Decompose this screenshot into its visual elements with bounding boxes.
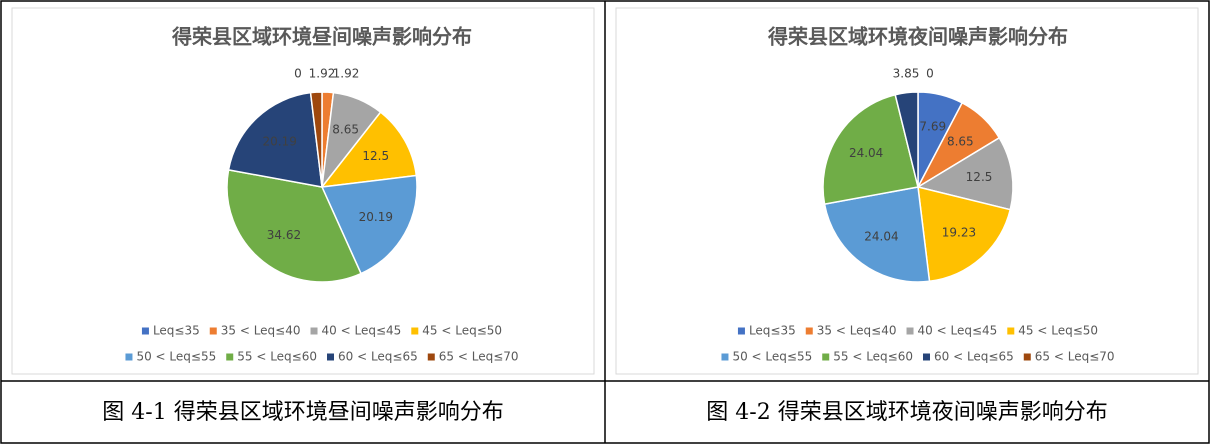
pie-slice xyxy=(822,93,919,206)
legend-swatch xyxy=(1007,327,1015,335)
legend-label: 50 < Leq≤55 xyxy=(732,350,812,364)
data-label: 19.23 xyxy=(942,226,976,240)
legend-swatch xyxy=(923,353,930,361)
data-label: 7.69 xyxy=(919,120,946,134)
chart-title: 得荣县区域环境昼间噪声影响分布 xyxy=(171,25,472,49)
legend-label: 40 < Leq≤45 xyxy=(322,324,402,338)
legend-label: 55 < Leq≤60 xyxy=(237,350,317,364)
legend-label: 40 < Leq≤45 xyxy=(918,324,998,338)
data-label: 1.92 xyxy=(333,67,360,81)
data-label: 12.5 xyxy=(966,170,993,184)
legend-swatch xyxy=(822,353,830,361)
legend-label: 45 < Leq≤50 xyxy=(1018,324,1098,338)
legend-label: 50 < Leq≤55 xyxy=(136,350,216,364)
legend-label: 35 < Leq≤40 xyxy=(817,324,897,338)
legend-label: 45 < Leq≤50 xyxy=(422,324,502,338)
data-label: 24.04 xyxy=(849,146,883,160)
legend-swatch xyxy=(427,353,435,361)
pie-slice xyxy=(823,186,931,283)
legend-swatch xyxy=(327,353,334,361)
legend-swatch xyxy=(906,327,914,335)
data-label: 3.85 xyxy=(893,67,920,81)
legend-label: 60 < Leq≤65 xyxy=(934,350,1014,364)
legend-swatch xyxy=(310,327,318,335)
legend-swatch xyxy=(737,327,745,335)
legend-label: 35 < Leq≤40 xyxy=(221,324,301,338)
legend-swatch xyxy=(1023,353,1031,361)
caption: 图 4-1 得荣县区域环境昼间噪声影响分布 xyxy=(102,400,503,425)
chart-title: 得荣县区域环境夜间噪声影响分布 xyxy=(767,25,1068,49)
data-label: 0 xyxy=(926,67,934,81)
data-label: 20.19 xyxy=(263,135,297,149)
pie-slice xyxy=(320,111,418,188)
legend-label: Leq≤35 xyxy=(153,324,200,338)
data-label: 24.04 xyxy=(864,229,898,243)
pie-slice xyxy=(916,136,1014,211)
legend-swatch xyxy=(209,327,217,335)
legend-label: 60 < Leq≤65 xyxy=(338,350,418,364)
caption: 图 4-2 得荣县区域环境夜间噪声影响分布 xyxy=(706,400,1107,425)
legend-swatch xyxy=(805,327,813,335)
data-label: 1.92 xyxy=(309,67,336,81)
data-label: 8.65 xyxy=(947,135,974,149)
data-label: 20.19 xyxy=(359,210,393,224)
data-label: 12.5 xyxy=(362,149,389,163)
legend-swatch xyxy=(125,353,133,361)
legend-swatch xyxy=(226,353,234,361)
pie-slice xyxy=(917,186,1012,283)
legend-swatch xyxy=(721,353,729,361)
data-label: 0 xyxy=(294,67,302,81)
pie-slice xyxy=(320,174,418,275)
legend-label: 55 < Leq≤60 xyxy=(833,350,913,364)
pie-slice xyxy=(894,91,919,188)
legend-label: Leq≤35 xyxy=(749,324,796,338)
legend-label: 65 < Leq≤70 xyxy=(1035,350,1115,364)
pie-slice xyxy=(227,91,323,188)
pie-slice xyxy=(309,91,323,188)
data-label: 34.62 xyxy=(267,228,301,242)
data-label: 8.65 xyxy=(332,122,359,136)
legend-swatch xyxy=(141,327,149,335)
legend-label: 65 < Leq≤70 xyxy=(439,350,519,364)
legend-swatch xyxy=(411,327,419,335)
pie-slice xyxy=(226,168,363,283)
